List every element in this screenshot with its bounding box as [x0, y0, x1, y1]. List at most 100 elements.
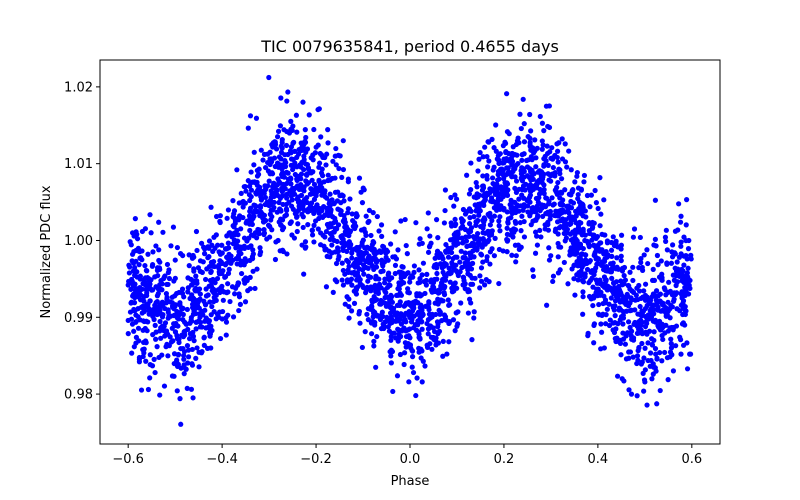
data-point [174, 244, 180, 251]
data-point [147, 361, 153, 368]
data-point [470, 248, 476, 254]
data-point [262, 194, 269, 201]
data-point [434, 270, 440, 277]
data-point [581, 179, 587, 185]
data-point [390, 305, 397, 312]
data-point [480, 154, 486, 160]
data-point [406, 379, 412, 385]
data-point [310, 157, 316, 163]
data-point [552, 228, 558, 235]
data-point [448, 249, 455, 256]
data-point [181, 352, 187, 359]
data-point [653, 243, 659, 249]
data-point [418, 355, 424, 361]
data-point [500, 248, 506, 254]
data-point [527, 192, 534, 198]
data-point [193, 273, 199, 279]
data-point [669, 254, 676, 260]
data-point [359, 200, 366, 206]
data-point [570, 229, 576, 235]
data-point [485, 164, 491, 170]
data-point [294, 129, 300, 135]
data-point [174, 290, 180, 297]
data-point [654, 401, 660, 407]
data-point [185, 354, 192, 360]
y-tick-label: 0.99 [64, 311, 93, 326]
data-point [539, 120, 545, 126]
data-point [353, 291, 360, 297]
data-point [236, 280, 242, 286]
data-point [613, 294, 620, 300]
data-point [253, 115, 260, 121]
data-point [599, 329, 605, 335]
data-point [331, 220, 337, 226]
data-point [374, 275, 380, 282]
data-point [187, 331, 193, 337]
data-point [385, 257, 391, 263]
data-point [677, 308, 683, 314]
data-points [125, 74, 694, 427]
data-point [602, 232, 608, 238]
data-point [585, 333, 591, 339]
data-point [630, 264, 636, 270]
data-point [258, 209, 264, 215]
data-point [226, 259, 232, 265]
data-point [300, 214, 306, 220]
y-tick-label: 1.02 [64, 80, 93, 95]
data-point [619, 376, 625, 382]
data-point [358, 249, 364, 256]
data-point [214, 275, 221, 282]
data-point [284, 169, 290, 175]
data-point [139, 228, 145, 235]
data-point [381, 325, 387, 332]
data-point [172, 275, 178, 281]
data-point [441, 220, 447, 226]
data-point [323, 229, 330, 235]
data-point [680, 311, 686, 318]
data-point [311, 126, 317, 133]
data-point [671, 324, 677, 331]
data-point [428, 277, 434, 283]
data-point [152, 274, 158, 280]
data-point [489, 228, 495, 234]
data-point [388, 241, 394, 247]
data-point [475, 168, 481, 174]
data-point [186, 263, 192, 269]
data-point [364, 311, 370, 317]
data-point [232, 291, 238, 297]
data-point [317, 182, 323, 189]
data-point [325, 172, 331, 178]
data-point [465, 287, 471, 293]
data-point [321, 243, 327, 249]
data-point [266, 202, 272, 209]
data-point [357, 320, 363, 326]
data-point [467, 272, 473, 278]
data-point [668, 336, 674, 342]
data-point [664, 247, 670, 253]
data-point [402, 216, 408, 223]
data-point [339, 277, 345, 283]
data-point [530, 267, 536, 273]
data-point [254, 266, 260, 272]
data-point [378, 297, 384, 304]
data-point [254, 235, 260, 241]
data-point [504, 192, 511, 198]
data-point [339, 174, 345, 181]
data-point [405, 286, 411, 292]
data-point [530, 145, 536, 151]
data-point [454, 323, 460, 329]
data-point [630, 277, 636, 284]
data-point [489, 246, 495, 252]
data-point [152, 322, 158, 328]
data-point [392, 229, 398, 235]
data-point [303, 178, 309, 184]
data-point [284, 180, 290, 187]
data-point [490, 167, 496, 173]
data-point [650, 266, 656, 272]
data-point [417, 236, 423, 242]
data-point [189, 362, 196, 368]
data-point [501, 207, 507, 213]
data-point [515, 242, 521, 248]
data-point [623, 333, 629, 339]
data-point [157, 318, 163, 325]
